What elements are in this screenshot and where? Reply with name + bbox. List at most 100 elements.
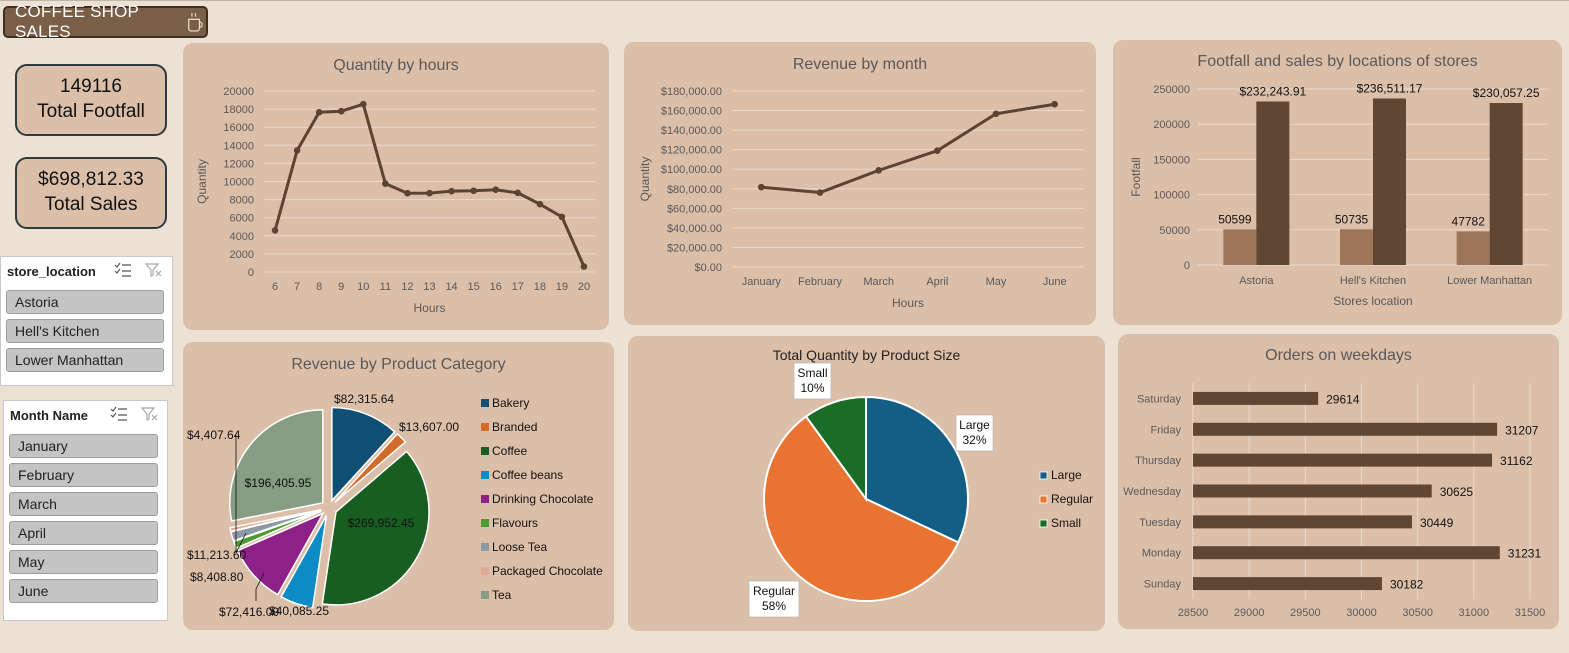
legend-label: Drinking Chocolate <box>492 492 594 506</box>
pie-slice <box>763 415 960 602</box>
data-label-box <box>748 580 800 618</box>
y-tick-label: $0.00 <box>694 262 722 274</box>
y-tick-label: 200000 <box>1153 119 1190 131</box>
y-tick-label: 0 <box>1184 260 1190 272</box>
data-label: $82,315.64 <box>334 392 394 406</box>
bar <box>1193 391 1319 405</box>
pie-slice <box>334 432 407 504</box>
x-tick-label: 19 <box>556 281 568 293</box>
x-tick-label: Astoria <box>1239 275 1274 287</box>
leader-line <box>235 435 247 554</box>
data-label: Large <box>959 418 990 432</box>
x-tick-label: 18 <box>534 281 546 293</box>
kpi-sales-label: Total Sales <box>44 194 138 215</box>
data-point <box>448 187 455 195</box>
y-tick-label: $80,000.00 <box>667 184 722 196</box>
chart-title: Orders on weekdays <box>1265 347 1412 364</box>
series-line <box>273 102 586 268</box>
multi-select-icon[interactable] <box>110 406 128 422</box>
pie-slice <box>229 508 322 533</box>
data-label: 50735 <box>1335 212 1369 226</box>
card-revenue-by-month: Revenue by month $0.00 $20,000.00 $40,000.… <box>624 42 1096 325</box>
data-label: $40,085.25 <box>269 604 329 618</box>
bar <box>1223 229 1257 265</box>
x-tick-label: February <box>798 276 843 288</box>
data-label: Regular <box>753 584 795 598</box>
y-tick-label: 20000 <box>223 86 254 98</box>
legend-label: Coffee beans <box>492 468 563 482</box>
y-tick-label: 4000 <box>230 231 254 243</box>
legend-swatch <box>481 447 489 455</box>
data-label: $236,511.17 <box>1357 81 1423 95</box>
y-tick-label: 6000 <box>230 213 254 225</box>
data-point <box>426 189 433 197</box>
data-point <box>315 108 323 116</box>
y-tick-label: Wednesday <box>1123 486 1181 498</box>
clear-filter-icon[interactable] <box>141 406 159 422</box>
slicer-item-hells-kitchen[interactable]: Hell's Kitchen <box>6 319 164 343</box>
data-label: $232,243.91 <box>1239 85 1306 99</box>
data-point <box>360 100 367 108</box>
x-axis-title: Hours <box>413 301 445 315</box>
x-tick-label: 7 <box>294 281 300 293</box>
legend-swatch <box>1039 471 1048 480</box>
multi-select-icon[interactable] <box>114 262 132 278</box>
y-tick-label: $140,000.00 <box>661 125 722 137</box>
data-point <box>558 213 566 221</box>
kpi-sales-value: $698,812.33 <box>38 169 144 190</box>
slicer-item-april[interactable]: April <box>9 521 158 545</box>
footfall-sales-chart: 0 50000 100000 150000 200000 250000 Astoria 505… <box>1129 81 1548 308</box>
data-point <box>934 147 941 155</box>
kpi-total-footfall: 149116 Total Footfall <box>15 64 167 136</box>
bar <box>1373 98 1406 265</box>
slicer-item-march[interactable]: March <box>9 492 158 516</box>
x-tick-label: 8 <box>316 281 322 293</box>
bar <box>1456 231 1490 265</box>
data-label: 31207 <box>1505 423 1539 437</box>
chart-title: Quantity by hours <box>333 57 459 74</box>
slicer-item-june[interactable]: June <box>9 579 158 603</box>
y-axis-title: Quantity <box>638 157 652 202</box>
data-label: 30449 <box>1420 516 1454 530</box>
data-label: $196,405.95 <box>245 476 312 490</box>
slicer-item-lower-manhattan[interactable]: Lower Manhattan <box>6 348 164 372</box>
data-point <box>536 200 544 208</box>
legend-label: Bakery <box>492 396 529 410</box>
slicer-item-january[interactable]: January <box>9 434 158 458</box>
legend-swatch <box>481 471 489 479</box>
top-border <box>0 0 1569 1</box>
slicer-item-february[interactable]: February <box>9 463 158 487</box>
y-tick-label: $20,000.00 <box>667 242 722 254</box>
data-point <box>470 187 477 195</box>
slicer-item-astoria[interactable]: Astoria <box>6 290 164 314</box>
y-tick-label: Monday <box>1142 548 1182 560</box>
month-slicer-title: Month Name <box>10 408 88 423</box>
data-label: 47782 <box>1452 214 1486 228</box>
data-label: $230,057.25 <box>1473 86 1540 100</box>
revenue-by-category-chart: $82,315.64 $13,607.00 $269,952.45 $40,085.2… <box>187 392 603 619</box>
x-tick-label: 31500 <box>1515 607 1546 619</box>
y-axis-title: Footfall <box>1129 157 1143 196</box>
y-tick-label: 8000 <box>230 195 254 207</box>
clear-filter-icon[interactable] <box>145 262 163 278</box>
legend-swatch <box>1039 495 1048 504</box>
data-label: $269,952.45 <box>348 516 415 530</box>
x-tick-label: June <box>1043 276 1067 288</box>
slicer-item-may[interactable]: May <box>9 550 158 574</box>
chart-title: Footfall and sales by locations of store… <box>1197 53 1478 70</box>
y-tick-label: 150000 <box>1153 154 1190 166</box>
dashboard-title-button[interactable]: COFFEE SHOP SALES <box>3 2 208 41</box>
kpi-footfall-label: Total Footfall <box>37 101 145 122</box>
y-tick-label: Friday <box>1150 424 1181 436</box>
chart-title: Revenue by Product Category <box>291 356 506 373</box>
data-label: 32% <box>962 433 986 447</box>
data-point <box>580 263 588 270</box>
legend-label: Packaged Chocolate <box>492 564 603 578</box>
bar <box>1256 101 1290 265</box>
pie-slice <box>229 409 324 522</box>
data-label: $8,408.80 <box>190 570 244 584</box>
x-axis-title: Stores location <box>1333 294 1412 308</box>
pie-slice <box>865 395 969 544</box>
bar <box>1193 515 1412 529</box>
orders-on-weekdays-chart: 28500 29000 29500 30000 30500 31000 31500 Satur… <box>1123 383 1546 619</box>
